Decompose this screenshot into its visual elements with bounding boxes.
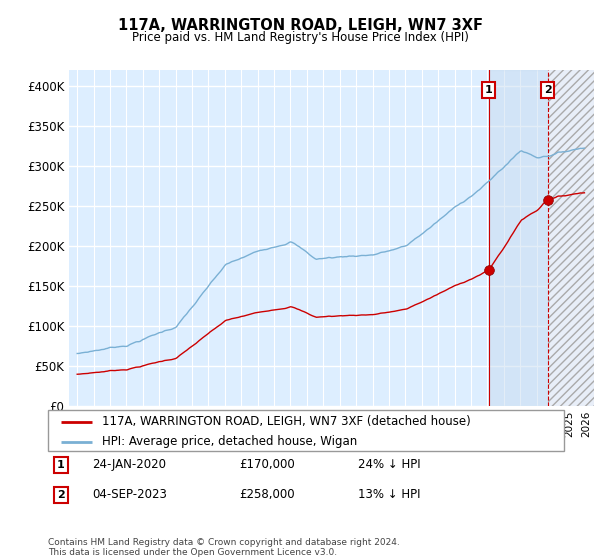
Text: Price paid vs. HM Land Registry's House Price Index (HPI): Price paid vs. HM Land Registry's House … <box>131 31 469 44</box>
Text: 2: 2 <box>57 490 65 500</box>
Text: 13% ↓ HPI: 13% ↓ HPI <box>358 488 420 501</box>
Text: 1: 1 <box>485 85 493 95</box>
Text: 1: 1 <box>57 460 65 470</box>
Text: 24-JAN-2020: 24-JAN-2020 <box>92 459 166 472</box>
Text: Contains HM Land Registry data © Crown copyright and database right 2024.
This d: Contains HM Land Registry data © Crown c… <box>48 538 400 557</box>
Text: HPI: Average price, detached house, Wigan: HPI: Average price, detached house, Wiga… <box>102 436 358 449</box>
Text: 117A, WARRINGTON ROAD, LEIGH, WN7 3XF (detached house): 117A, WARRINGTON ROAD, LEIGH, WN7 3XF (d… <box>102 416 471 428</box>
Text: 04-SEP-2023: 04-SEP-2023 <box>92 488 167 501</box>
Bar <box>548 70 594 406</box>
Text: 24% ↓ HPI: 24% ↓ HPI <box>358 459 420 472</box>
Bar <box>548 70 594 406</box>
Text: 2: 2 <box>544 85 551 95</box>
Text: £258,000: £258,000 <box>239 488 295 501</box>
Text: 117A, WARRINGTON ROAD, LEIGH, WN7 3XF: 117A, WARRINGTON ROAD, LEIGH, WN7 3XF <box>118 18 482 33</box>
FancyBboxPatch shape <box>48 410 564 451</box>
Bar <box>488 70 548 406</box>
Text: £170,000: £170,000 <box>239 459 295 472</box>
